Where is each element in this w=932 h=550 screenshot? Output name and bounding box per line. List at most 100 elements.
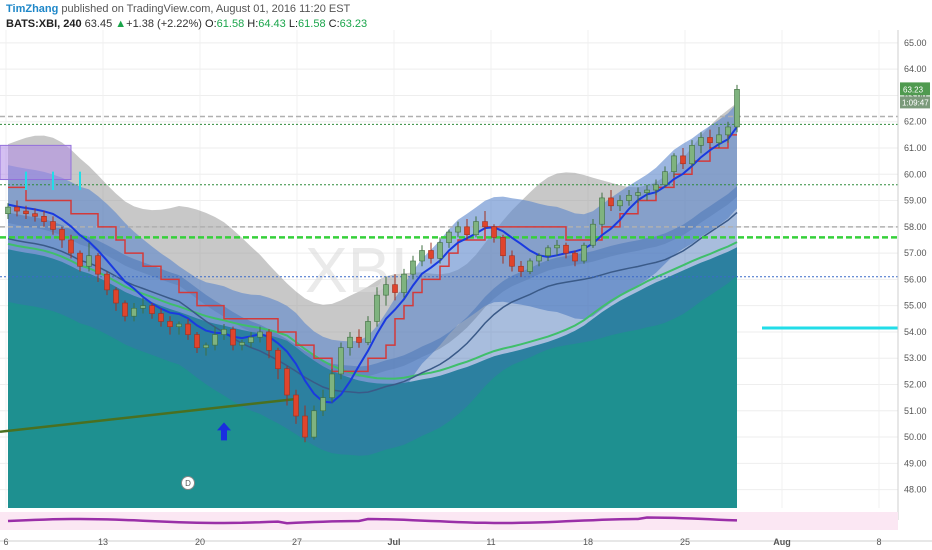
trend-line bbox=[0, 397, 297, 434]
candle-body bbox=[212, 334, 218, 346]
candle-body bbox=[671, 155, 677, 172]
candle-body bbox=[392, 284, 398, 293]
price-axis: 65.00 64.00 63.00 62.00 61.00 60.00 59.00 58.00… bbox=[897, 30, 927, 520]
last-price-tag-label: 63.23 bbox=[903, 85, 924, 94]
oscillator-line bbox=[7, 516, 738, 525]
candle-body bbox=[230, 329, 236, 346]
candle-body bbox=[482, 221, 488, 228]
price-tick-label: 61.00 bbox=[904, 143, 927, 153]
candle-body bbox=[365, 321, 371, 343]
candle-body bbox=[527, 260, 533, 272]
candle-body bbox=[617, 200, 623, 207]
price-tick-label: 59.00 bbox=[904, 196, 927, 206]
candle-body bbox=[401, 273, 407, 293]
price-tags: 63.23 1:09:47 bbox=[900, 82, 930, 109]
candle-body bbox=[284, 368, 290, 396]
candle-body bbox=[725, 126, 731, 136]
candle-body bbox=[347, 336, 353, 349]
last-price-tag bbox=[900, 82, 930, 96]
candle-body bbox=[374, 294, 380, 322]
price-tick-label: 60.00 bbox=[904, 169, 927, 179]
candle-body bbox=[554, 244, 560, 249]
dividend-marker-label: D bbox=[185, 479, 191, 488]
price-tick-label: 56.00 bbox=[904, 274, 927, 284]
candle-body bbox=[41, 216, 47, 222]
time-tick-label: 8 bbox=[876, 537, 881, 547]
candle-body bbox=[239, 342, 245, 346]
chart-header: TimZhang published on TradingView.com, A… bbox=[0, 0, 932, 34]
candle-body bbox=[410, 260, 416, 275]
candle-body bbox=[140, 305, 146, 309]
time-tick-label: 25 bbox=[680, 537, 690, 547]
dividend-marker-icon[interactable] bbox=[181, 476, 195, 491]
candle-body bbox=[329, 373, 335, 398]
candle-body bbox=[248, 336, 254, 343]
open-label: O: bbox=[205, 18, 217, 30]
candle-body bbox=[473, 221, 479, 236]
candle-body bbox=[338, 347, 344, 375]
blue-trend-line bbox=[7, 126, 738, 404]
candle-body bbox=[590, 223, 596, 246]
candle-body bbox=[446, 231, 452, 243]
symbol-label[interactable]: BATS:XBI, 240 bbox=[6, 18, 82, 30]
published-text: published on TradingView.com, August 01,… bbox=[61, 3, 351, 15]
close-label: C: bbox=[328, 18, 340, 30]
candle-body bbox=[437, 242, 443, 259]
change-arrow-icon: ▲ bbox=[115, 18, 127, 30]
candle-body bbox=[311, 410, 317, 438]
candle-body bbox=[356, 336, 362, 343]
publish-line: TimZhang published on TradingView.com, A… bbox=[6, 3, 350, 15]
candle-body bbox=[113, 289, 119, 304]
annotations: D bbox=[0, 144, 297, 491]
candle-body bbox=[77, 252, 83, 267]
candle-body bbox=[581, 244, 587, 262]
change-value: +1.38 (+2.22%) bbox=[126, 18, 202, 30]
candle-body bbox=[419, 250, 425, 262]
candle-body bbox=[23, 210, 29, 214]
author-link[interactable]: TimZhang bbox=[6, 3, 59, 15]
candle-body bbox=[599, 197, 605, 225]
candle-body bbox=[158, 313, 164, 322]
candle-body bbox=[536, 255, 542, 262]
price-tick-label: 63.00 bbox=[904, 90, 927, 100]
candle-body bbox=[320, 397, 326, 412]
candle-body bbox=[176, 323, 182, 327]
candle-body bbox=[221, 329, 227, 335]
open-value: 61.58 bbox=[216, 18, 245, 30]
ohlc-line: BATS:XBI, 240 63.45 ▲+1.38 (+2.22%) O:61… bbox=[6, 18, 367, 30]
candle-body bbox=[626, 194, 632, 201]
candle-body bbox=[302, 415, 308, 438]
candle-body bbox=[707, 137, 713, 144]
last-price: 63.45 bbox=[84, 18, 113, 30]
candle-body bbox=[149, 305, 155, 314]
high-value: 64.43 bbox=[258, 18, 286, 30]
candle-body bbox=[68, 239, 74, 254]
oscillator-pane bbox=[0, 512, 898, 530]
candle-body bbox=[572, 252, 578, 262]
time-tick-label: 6 bbox=[3, 537, 8, 547]
candle-body bbox=[698, 137, 704, 146]
candle-body bbox=[50, 221, 56, 230]
candle-body bbox=[662, 171, 668, 186]
highlight-rectangle bbox=[0, 144, 72, 181]
candle-body bbox=[203, 344, 209, 349]
candles bbox=[5, 84, 740, 443]
low-label: L: bbox=[288, 18, 299, 30]
price-chart[interactable]: XBI D 65.00 64.00 63.00 62.00 61.00 60.00 59.0… bbox=[0, 30, 932, 550]
price-tick-label: 54.00 bbox=[904, 327, 927, 337]
price-tick-label: 52.00 bbox=[904, 379, 927, 389]
candle-body bbox=[635, 192, 641, 196]
candle-body bbox=[167, 321, 173, 327]
high-label: H: bbox=[247, 18, 259, 30]
candle-body bbox=[689, 145, 695, 165]
teal-cloud-area bbox=[8, 247, 737, 509]
time-tick-label: Jul bbox=[387, 537, 400, 547]
candle-body bbox=[194, 334, 200, 349]
horizontal-levels bbox=[0, 115, 898, 330]
candle-body bbox=[608, 197, 614, 207]
price-tick-label: 65.00 bbox=[904, 38, 927, 48]
candle-body bbox=[293, 394, 299, 417]
candle-body bbox=[104, 273, 110, 291]
time-tick-label: 27 bbox=[292, 537, 302, 547]
price-tick-label: 62.00 bbox=[904, 117, 927, 127]
